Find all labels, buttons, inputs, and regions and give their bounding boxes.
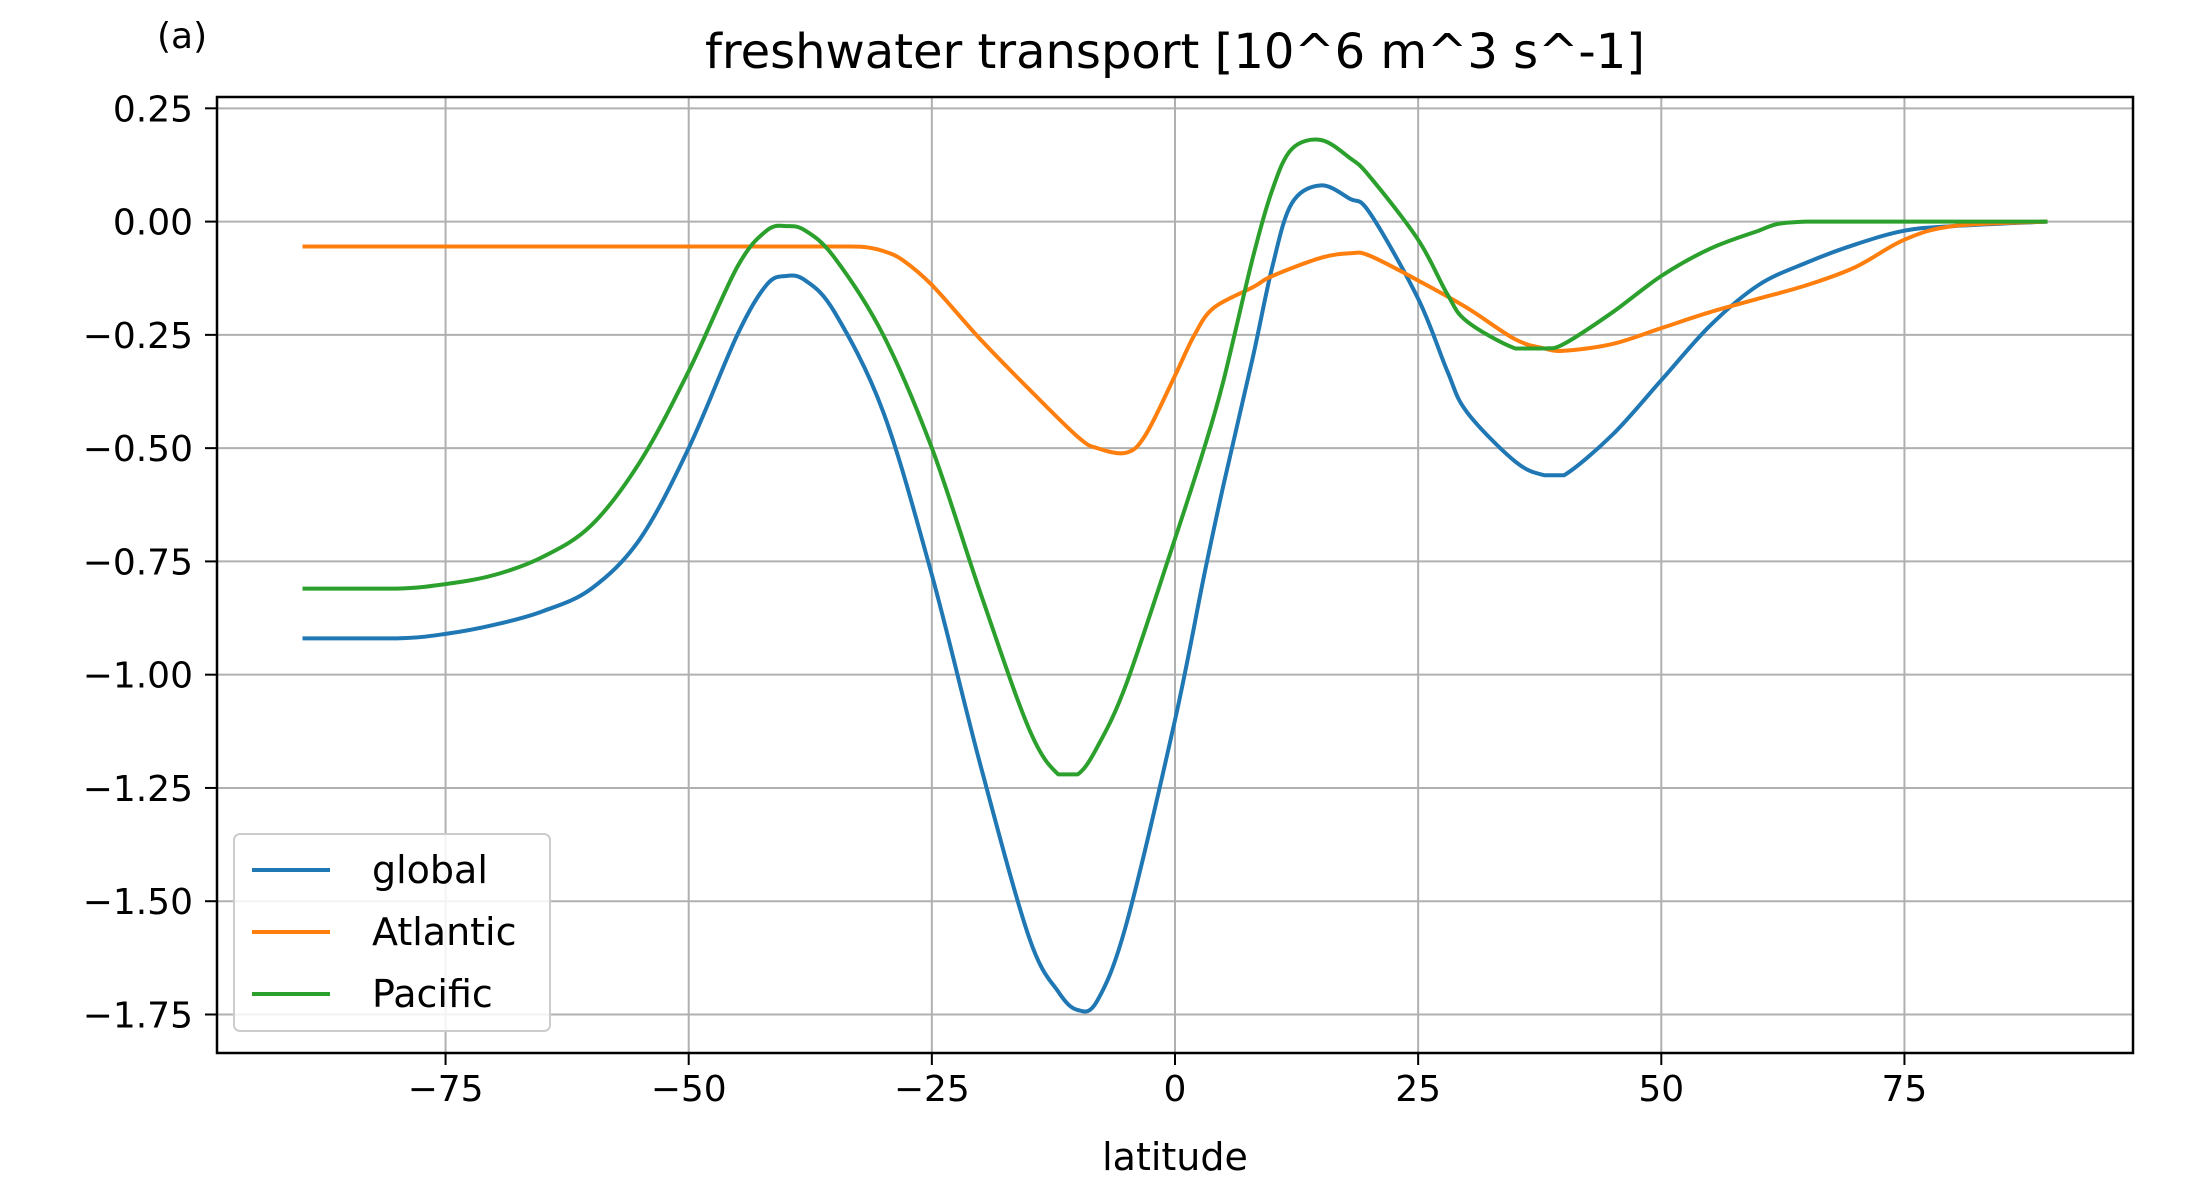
legend-box [233, 833, 551, 1032]
data-series [302, 137, 2048, 1014]
panel-label: (a) [157, 16, 207, 57]
legend: global Atlantic Pacific [233, 833, 551, 1032]
x-tick-label: −75 [408, 1069, 484, 1110]
x-axis-label: latitude [1102, 1135, 1248, 1179]
axis-ticks: −75 −50 −25 0 25 50 75 0.25 0.00 −0.25 −0.50 −0.75 −… [83, 89, 1928, 1110]
legend-label-atlantic: Atlantic [372, 910, 517, 954]
x-tick-label: 0 [1164, 1069, 1187, 1110]
series-line-pacific [302, 137, 2048, 777]
y-tick-label: −1.75 [83, 995, 193, 1036]
series-line-global [302, 183, 2048, 1014]
y-tick-label: 0.00 [113, 203, 193, 244]
legend-label-pacific: Pacific [372, 972, 493, 1016]
y-tick-label: −0.25 [83, 316, 193, 357]
y-tick-label: 0.25 [113, 89, 193, 130]
legend-label-global: global [372, 848, 488, 892]
x-tick-label: 25 [1395, 1069, 1441, 1110]
y-tick-label: −1.00 [83, 656, 193, 697]
y-tick-label: −1.25 [83, 769, 193, 810]
x-tick-label: −25 [894, 1069, 970, 1110]
series-line-atlantic [302, 219, 2048, 456]
y-tick-label: −0.75 [83, 542, 193, 583]
y-tick-label: −0.50 [83, 429, 193, 470]
chart-title: freshwater transport [10^6 m^3 s^-1] [705, 24, 1645, 80]
x-tick-label: 50 [1638, 1069, 1684, 1110]
x-tick-label: −50 [651, 1069, 727, 1110]
x-tick-label: 75 [1882, 1069, 1928, 1110]
y-tick-label: −1.50 [83, 882, 193, 923]
